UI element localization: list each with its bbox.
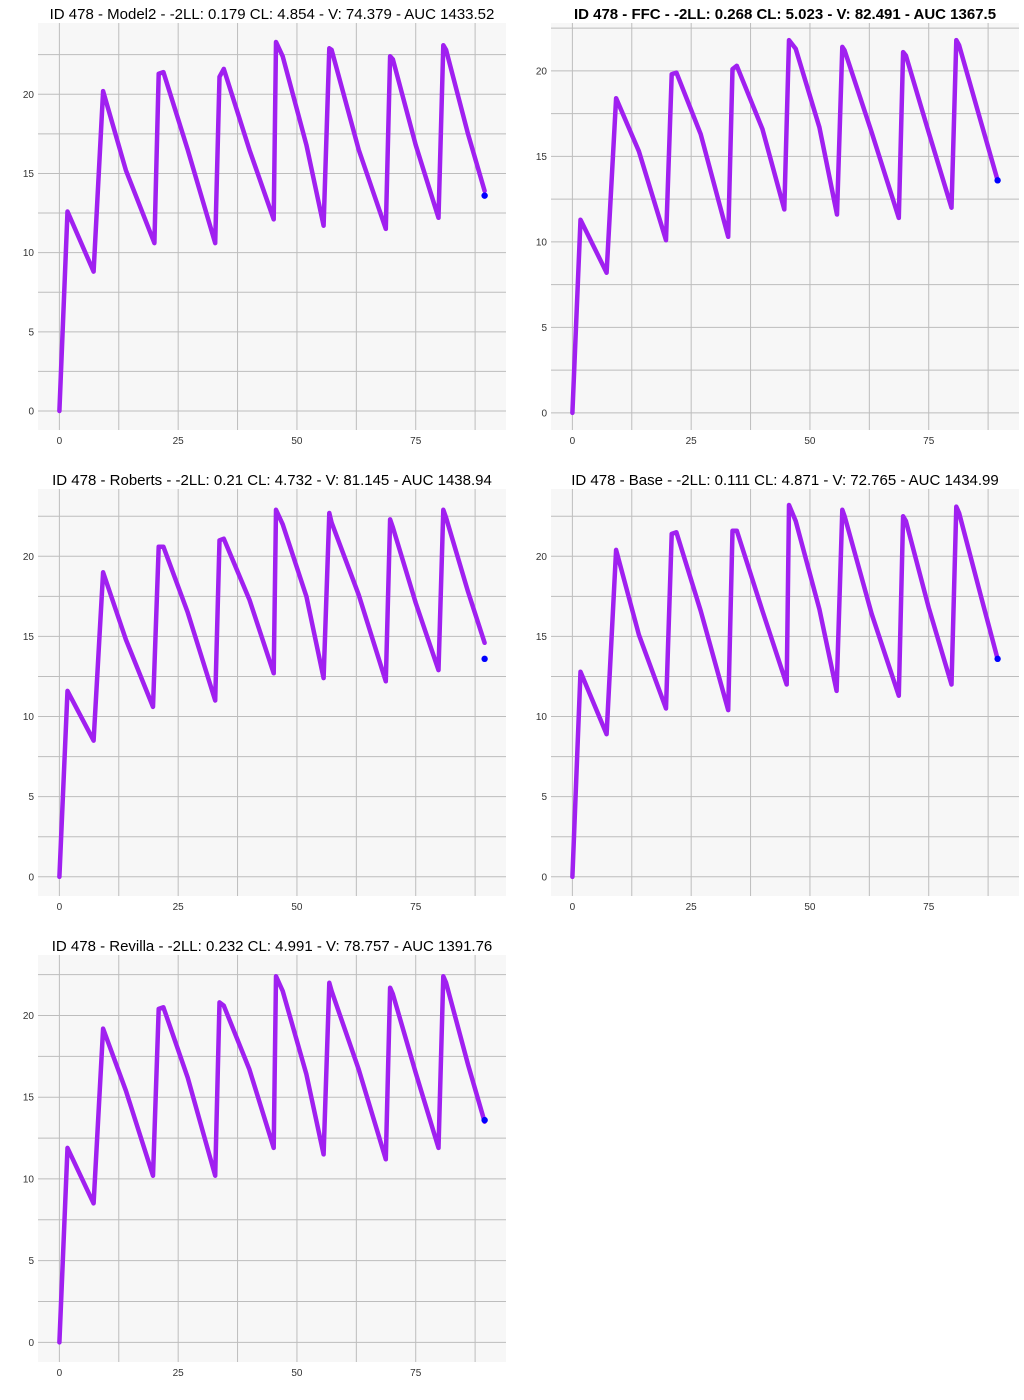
chart-title: ID 478 - FFC - -2LL: 0.268 CL: 5.023 - V… — [574, 6, 996, 23]
x-tick-label: 50 — [291, 902, 303, 913]
x-tick-label: 50 — [291, 1368, 303, 1379]
x-tick-label: 25 — [173, 902, 185, 913]
observed-point — [994, 177, 1001, 184]
chart-panel-1: ID 478 - Model2 - -2LL: 0.179 CL: 4.854 … — [23, 6, 506, 447]
x-tick-label: 75 — [410, 436, 422, 447]
x-tick-label: 50 — [291, 436, 303, 447]
x-tick-label: 0 — [57, 436, 63, 447]
observed-point — [481, 655, 488, 663]
y-tick-label: 15 — [536, 152, 548, 163]
series-line-prediction — [57, 39, 487, 414]
series-line-prediction — [570, 502, 1000, 880]
observed-point — [994, 655, 1001, 663]
chart-title: ID 478 - Model2 - -2LL: 0.179 CL: 4.854 … — [50, 6, 495, 23]
x-tick-label: 75 — [923, 902, 935, 913]
y-tick-label: 10 — [536, 237, 548, 248]
chart-panel-2: ID 478 - FFC - -2LL: 0.268 CL: 5.023 - V… — [536, 6, 1019, 447]
chart-title: ID 478 - Base - -2LL: 0.111 CL: 4.871 - … — [571, 472, 998, 489]
y-tick-label: 0 — [541, 408, 547, 419]
y-tick-label: 20 — [536, 66, 548, 77]
y-tick-label: 0 — [28, 1338, 34, 1349]
x-tick-label: 0 — [57, 902, 63, 913]
observed-point — [481, 192, 488, 199]
y-tick-label: 5 — [28, 327, 34, 338]
y-tick-label: 0 — [28, 872, 34, 883]
y-tick-label: 15 — [23, 1093, 35, 1104]
chart-panel-3: ID 478 - Roberts - -2LL: 0.21 CL: 4.732 … — [23, 472, 506, 913]
x-tick-label: 0 — [570, 902, 576, 913]
y-tick-label: 10 — [23, 1174, 35, 1185]
x-tick-label: 25 — [686, 902, 698, 913]
x-tick-label: 75 — [410, 902, 422, 913]
y-tick-label: 5 — [541, 792, 547, 803]
chart-title: ID 478 - Roberts - -2LL: 0.21 CL: 4.732 … — [52, 472, 492, 489]
series-line-prediction — [57, 973, 487, 1345]
x-tick-label: 50 — [804, 902, 816, 913]
y-tick-label: 15 — [536, 632, 548, 643]
x-tick-label: 0 — [570, 436, 576, 447]
plot-panel — [551, 489, 1019, 896]
chart-panel-5: ID 478 - Revilla - -2LL: 0.232 CL: 4.991… — [23, 938, 506, 1379]
x-tick-label: 25 — [173, 436, 185, 447]
chart-title: ID 478 - Revilla - -2LL: 0.232 CL: 4.991… — [52, 938, 493, 955]
plot-panel — [551, 23, 1019, 430]
x-tick-label: 25 — [173, 1368, 185, 1379]
y-tick-label: 10 — [23, 712, 35, 723]
y-tick-label: 5 — [28, 1256, 34, 1267]
y-tick-label: 20 — [23, 90, 35, 101]
y-tick-label: 20 — [23, 552, 35, 563]
y-tick-label: 0 — [541, 872, 547, 883]
series-line-prediction — [570, 37, 1000, 416]
x-tick-label: 0 — [57, 1368, 63, 1379]
x-tick-label: 25 — [686, 436, 698, 447]
y-tick-label: 10 — [23, 248, 35, 259]
chart-panel-4: ID 478 - Base - -2LL: 0.111 CL: 4.871 - … — [536, 472, 1019, 913]
y-tick-label: 20 — [536, 552, 548, 563]
plot-panel — [38, 955, 506, 1362]
y-tick-label: 5 — [541, 323, 547, 334]
x-tick-label: 75 — [923, 436, 935, 447]
y-tick-label: 20 — [23, 1011, 35, 1022]
observed-point — [481, 1116, 488, 1124]
y-tick-label: 15 — [23, 169, 35, 180]
y-tick-label: 15 — [23, 632, 35, 643]
plot-panel — [38, 23, 506, 430]
x-tick-label: 75 — [410, 1368, 422, 1379]
x-tick-label: 50 — [804, 436, 816, 447]
y-tick-label: 0 — [28, 406, 34, 417]
series-line-prediction — [57, 507, 487, 880]
y-tick-label: 5 — [28, 792, 34, 803]
plot-panel — [38, 489, 506, 896]
y-tick-label: 10 — [536, 712, 548, 723]
